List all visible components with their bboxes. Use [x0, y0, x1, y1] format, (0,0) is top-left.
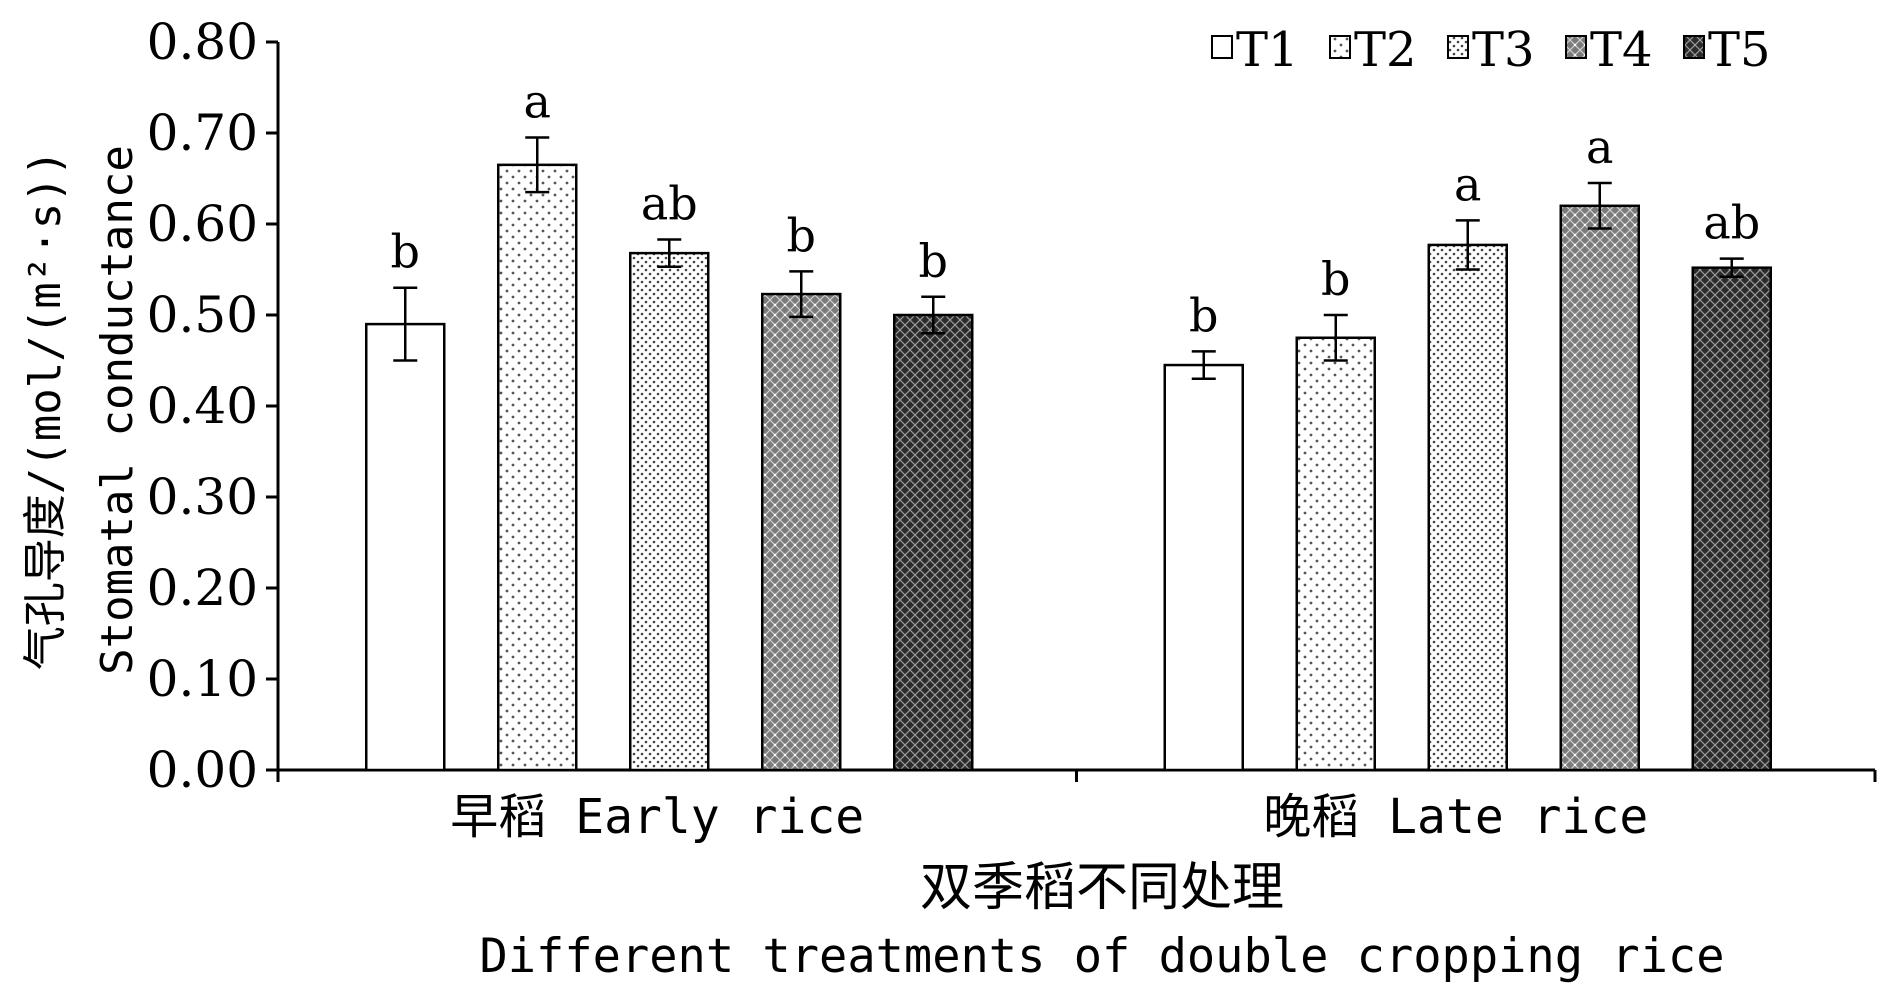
x-axis-label-en: Different treatments of double cropping … [479, 929, 1724, 984]
y-axis-label-en: Stomatal conductance [92, 145, 143, 675]
significance-labels: b a ab b b b b a a ab [391, 75, 1761, 343]
y-axis-label-cn: 气孔导度/(mol/(m²·s)) [20, 150, 71, 670]
significance-label: a [1586, 120, 1613, 174]
y-tick-label: 0.80 [147, 13, 258, 71]
y-tick-label: 0.10 [147, 650, 258, 708]
error-bars [393, 136, 1744, 380]
legend-swatch-t1 [1211, 35, 1233, 59]
significance-label: b [391, 225, 420, 279]
legend-label-t5: T5 [1708, 22, 1771, 78]
legend-label-t4: T4 [1590, 22, 1653, 78]
category-label: 早稻 Early rice [450, 789, 864, 845]
y-tick-label: 0.70 [147, 104, 258, 162]
bar-t2-early [497, 163, 578, 772]
significance-label: b [1321, 252, 1350, 306]
bar-t2-late [1295, 336, 1376, 772]
bar-t3-early [629, 251, 710, 772]
x-axis-label-cn: 双季稻不同处理 [920, 858, 1284, 918]
bar-t1-early [365, 322, 446, 772]
bar-t5-late [1691, 266, 1772, 772]
y-tick-label: 0.50 [147, 286, 258, 344]
legend-swatch-t3 [1447, 35, 1469, 59]
y-tick-label: 0.40 [147, 377, 258, 435]
y-tick-label: 0.30 [147, 468, 258, 526]
y-tick-label: 0.20 [147, 559, 258, 617]
legend: T1 T2 T3 T4 T5 [1211, 22, 1771, 78]
legend-swatch-t4 [1565, 35, 1587, 59]
legend-swatch-t5 [1683, 35, 1705, 59]
y-axis-title: 气孔导度/(mol/(m²·s)) Stomatal conductance [20, 145, 143, 675]
bars [365, 163, 1772, 772]
significance-label: b [1189, 288, 1218, 342]
significance-label: ab [641, 176, 698, 230]
bar-t5-early [893, 313, 974, 772]
bar-t4-late [1559, 204, 1640, 772]
significance-label: b [919, 234, 948, 288]
y-tick-label: 0.60 [147, 195, 258, 253]
bar-t4-early [761, 292, 842, 772]
significance-label: a [1454, 157, 1481, 211]
bar-t3-late [1427, 243, 1508, 772]
category-label: 晚稻 Late rice [1263, 789, 1648, 845]
category-labels: 早稻 Early rice 晚稻 Late rice [450, 789, 1648, 845]
significance-label: a [524, 75, 551, 129]
legend-label-t2: T2 [1354, 22, 1417, 78]
legend-swatch-t2 [1329, 35, 1351, 59]
x-ticks [276, 770, 1877, 782]
legend-label-t1: T1 [1236, 22, 1299, 78]
y-tick-label: 0.00 [147, 741, 258, 799]
significance-label: b [787, 208, 816, 262]
significance-label: ab [1703, 196, 1760, 250]
y-ticks: 0.00 0.10 0.20 0.30 0.40 0.50 0.60 0.70 0.80 [147, 13, 278, 799]
bar-t1-late [1163, 363, 1244, 772]
legend-label-t3: T3 [1472, 22, 1535, 78]
